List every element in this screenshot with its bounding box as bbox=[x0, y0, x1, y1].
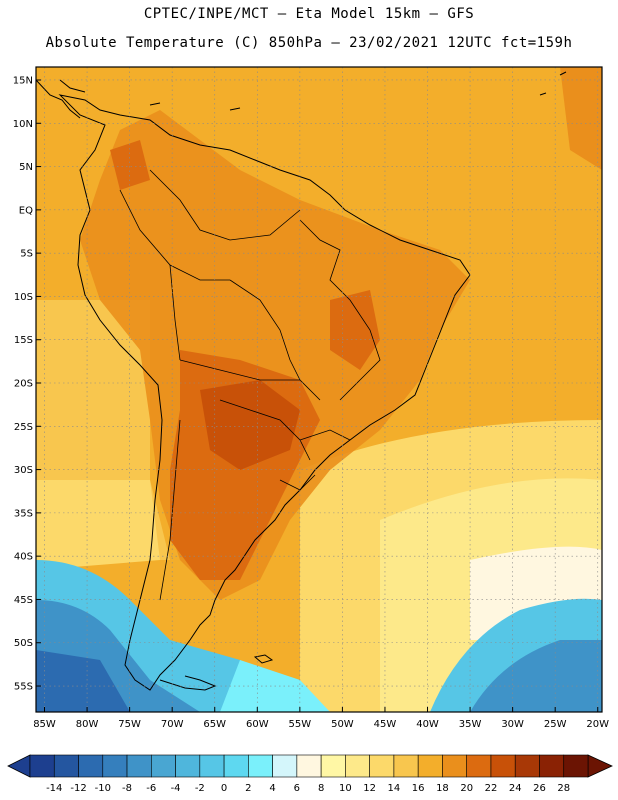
field-hot-colombia bbox=[110, 140, 150, 190]
lat-tick-label: 50S bbox=[14, 638, 33, 649]
lat-tick-label: 10N bbox=[13, 119, 33, 130]
map-frame bbox=[35, 66, 603, 713]
lon-tick-label: 35W bbox=[459, 719, 482, 730]
colorbar-label: 0 bbox=[221, 783, 227, 794]
colorbar-label: -12 bbox=[70, 783, 86, 794]
falkland-islands bbox=[253, 654, 274, 664]
colorbar-swatch bbox=[442, 754, 467, 778]
south-america-coastline bbox=[58, 94, 471, 691]
colorbar-swatch bbox=[151, 754, 176, 778]
colorbar-swatch bbox=[514, 754, 540, 778]
map-title-line2: Absolute Temperature (C) 850hPa – 23/02/… bbox=[45, 35, 573, 51]
lat-tick-label: 5N bbox=[19, 162, 33, 173]
colorbar-label: 22 bbox=[485, 783, 498, 794]
colorbar-swatch bbox=[345, 754, 370, 778]
lat-tick-label: 35S bbox=[14, 508, 33, 519]
latitude-labels: 15N 10N 5N EQ 5S 10S 15S 20S 25S 30S 35S 40S 45S 50S 5… bbox=[13, 75, 41, 693]
lat-tick-label: 30S bbox=[14, 465, 33, 476]
colorbar-label: 24 bbox=[509, 783, 522, 794]
lon-tick-label: 40W bbox=[416, 719, 439, 730]
lon-tick-label: 20W bbox=[586, 719, 609, 730]
lon-tick-label: 50W bbox=[331, 719, 354, 730]
colorbar-label: 20 bbox=[460, 783, 473, 794]
lon-tick-label: 55W bbox=[289, 719, 312, 730]
colorbar-swatch bbox=[539, 754, 565, 778]
lat-tick-label: 55S bbox=[14, 682, 33, 693]
colorbar-swatch bbox=[563, 754, 589, 778]
colorbar-label: -10 bbox=[95, 783, 111, 794]
colorbar-swatch bbox=[126, 754, 152, 778]
lat-tick-label: 25S bbox=[14, 422, 33, 433]
colorbar-swatch bbox=[248, 754, 273, 778]
colorbar-label: 6 bbox=[294, 783, 300, 794]
lon-tick-label: 25W bbox=[544, 719, 567, 730]
colorbar-swatch bbox=[320, 754, 346, 778]
lat-tick-label: 5S bbox=[20, 249, 33, 260]
lat-tick-label: 40S bbox=[14, 552, 33, 563]
colorbar-swatch bbox=[199, 754, 225, 778]
colorbar-label: 18 bbox=[436, 783, 449, 794]
lat-tick-label: EQ bbox=[19, 205, 33, 216]
lon-tick-label: 30W bbox=[501, 719, 524, 730]
field-hottest-core bbox=[200, 380, 300, 470]
map-title-line1: CPTEC/INPE/MCT – Eta Model 15km – GFS bbox=[143, 6, 475, 22]
colorbar-swatch bbox=[490, 754, 516, 778]
colorbar-label: 16 bbox=[412, 783, 425, 794]
lat-tick-label: 45S bbox=[14, 595, 33, 606]
field-warm-ne bbox=[560, 67, 602, 170]
lon-tick-label: 75W bbox=[118, 719, 141, 730]
lat-tick-label: 20S bbox=[14, 379, 33, 390]
field-cold-deepest-west bbox=[36, 650, 130, 712]
colorbar-label: 12 bbox=[363, 783, 376, 794]
field-pacific-mild bbox=[36, 480, 160, 570]
colorbar-swatch bbox=[369, 754, 395, 778]
colorbar-arrow-high bbox=[587, 754, 613, 778]
colorbar-label: -6 bbox=[146, 783, 156, 794]
lon-tick-label: 70W bbox=[161, 719, 184, 730]
lat-tick-label: 15N bbox=[13, 75, 33, 86]
tierra-del-fuego bbox=[159, 675, 217, 691]
colorbar-swatch bbox=[296, 754, 322, 778]
colorbar-swatch bbox=[223, 754, 249, 778]
lon-tick-label: 60W bbox=[246, 719, 269, 730]
colorbar-swatch bbox=[29, 754, 55, 778]
colorbar-label: -8 bbox=[122, 783, 132, 794]
colorbar-swatch bbox=[272, 754, 298, 778]
caribbean-islands bbox=[149, 71, 567, 111]
colorbar-label: 26 bbox=[533, 783, 546, 794]
lon-tick-label: 65W bbox=[203, 719, 226, 730]
central-america-coastline bbox=[36, 79, 86, 119]
map-field bbox=[36, 67, 602, 712]
colorbar-swatch bbox=[393, 754, 419, 778]
colorbar-label: 8 bbox=[318, 783, 324, 794]
colorbar-label: 28 bbox=[557, 783, 570, 794]
colorbar-swatch bbox=[53, 754, 79, 778]
colorbar-label: -4 bbox=[171, 783, 181, 794]
lon-tick-label: 45W bbox=[374, 719, 397, 730]
colorbar-label: 14 bbox=[388, 783, 401, 794]
colorbar-swatch bbox=[417, 754, 443, 778]
colorbar-arrow-low bbox=[7, 754, 31, 778]
longitude-labels: 85W 80W 75W 70W 65W 60W 55W 50W 45W 40W 35W 30W 25W 2… bbox=[33, 707, 609, 730]
lat-tick-label: 15S bbox=[14, 335, 33, 346]
colorbar-label: 10 bbox=[339, 783, 352, 794]
lon-tick-label: 85W bbox=[33, 719, 56, 730]
colorbar-swatch bbox=[78, 754, 104, 778]
colorbar-swatch bbox=[102, 754, 128, 778]
lat-tick-label: 10S bbox=[14, 292, 33, 303]
colorbar-label: -14 bbox=[46, 783, 62, 794]
colorbar-label: 2 bbox=[245, 783, 251, 794]
colorbar-swatch bbox=[175, 754, 201, 778]
colorbar: -14 -12 -10 -8 -6 -4 -2 0 2 4 6 8 10 12 14 16 18 20 22 24 26… bbox=[7, 754, 613, 794]
colorbar-swatch bbox=[466, 754, 492, 778]
field-cold-deep-east bbox=[470, 640, 602, 712]
colorbar-label: -2 bbox=[195, 783, 205, 794]
lon-tick-label: 80W bbox=[76, 719, 99, 730]
colorbar-label: 4 bbox=[269, 783, 275, 794]
